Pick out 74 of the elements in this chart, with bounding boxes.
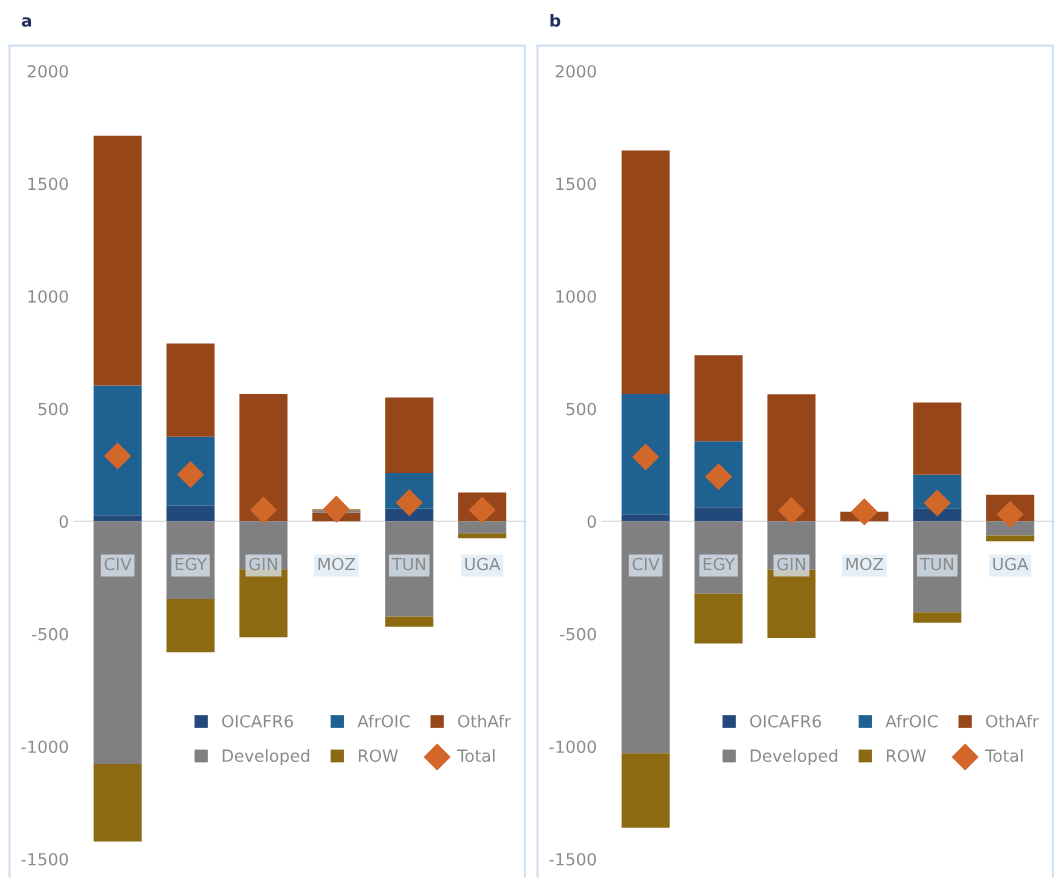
x-tick-label: GIN	[249, 557, 277, 571]
bar	[166, 505, 215, 522]
chart-title: b	[550, 13, 561, 27]
bar	[166, 343, 215, 437]
bar	[93, 385, 142, 516]
legend-label: Developed	[222, 749, 310, 766]
y-tick-label: -1000	[21, 740, 68, 754]
legend-label: OthAfr	[458, 714, 511, 728]
bar	[93, 515, 142, 522]
y-tick-label: 1500	[556, 177, 596, 191]
point	[850, 498, 878, 526]
point	[322, 495, 350, 523]
point	[104, 442, 132, 470]
x-tick-label: TUN	[919, 557, 954, 571]
y-tick-label: 500	[38, 402, 68, 416]
bar	[93, 135, 142, 386]
x-tick-label: CIV	[104, 557, 132, 571]
x-tick-label: GIN	[777, 557, 805, 571]
point	[996, 500, 1024, 528]
bar	[913, 402, 962, 475]
bar	[621, 753, 670, 828]
bar	[621, 521, 670, 754]
point	[632, 443, 660, 471]
y-tick-label: -500	[32, 627, 68, 641]
legend-label: OthAfr	[986, 714, 1039, 728]
y-tick-label: 500	[566, 402, 596, 416]
legend-label: Total	[457, 749, 495, 763]
bar	[694, 355, 743, 442]
y-tick-label: 2000	[27, 64, 68, 78]
bar	[166, 598, 215, 653]
legend-label: ROW	[358, 749, 398, 763]
bar	[986, 521, 1035, 536]
x-tick-label: MOZ	[318, 557, 356, 571]
legend-label: OICAFR6	[222, 714, 293, 728]
y-tick-label: 0	[59, 515, 68, 528]
bar	[239, 394, 288, 522]
legend-label: ROW	[886, 749, 926, 763]
legend-label: Total	[985, 749, 1023, 763]
y-tick-label: -1500	[21, 853, 68, 866]
y-tick-label: -1000	[549, 740, 596, 754]
bar	[458, 521, 507, 534]
x-tick-label: UGA	[465, 557, 501, 571]
bar	[458, 533, 507, 539]
point	[777, 496, 805, 525]
x-tick-label: EGY	[175, 557, 207, 571]
bar	[621, 394, 670, 515]
x-tick-label: TUN	[391, 557, 426, 571]
legend-label: AfrOIC	[357, 714, 410, 728]
y-tick-label: 0	[587, 515, 596, 528]
legend-label: OICAFR6	[750, 714, 821, 728]
y-tick-label: -1500	[549, 853, 596, 866]
bar	[385, 616, 434, 627]
x-tick-label: CIV	[632, 557, 660, 571]
x-tick-label: EGY	[703, 557, 735, 571]
bar	[385, 397, 434, 473]
x-tick-label: UGA	[993, 557, 1029, 571]
bar	[694, 507, 743, 522]
bar	[93, 764, 142, 842]
y-tick-label: 1000	[556, 290, 596, 303]
y-tick-label: -500	[560, 627, 596, 641]
bar	[767, 394, 816, 522]
legend-label: AfrOIC	[885, 714, 938, 728]
x-tick-label: MOZ	[846, 557, 884, 571]
point	[249, 496, 277, 524]
chart-title: a	[21, 17, 32, 27]
bar	[694, 593, 743, 644]
bar	[621, 150, 670, 395]
bar	[621, 514, 670, 522]
y-tick-label: 2000	[555, 64, 596, 78]
bar	[93, 521, 142, 765]
bar	[913, 612, 962, 623]
legend-label: Developed	[750, 749, 838, 766]
y-tick-label: 1500	[28, 177, 68, 191]
y-tick-label: 1000	[28, 290, 68, 303]
